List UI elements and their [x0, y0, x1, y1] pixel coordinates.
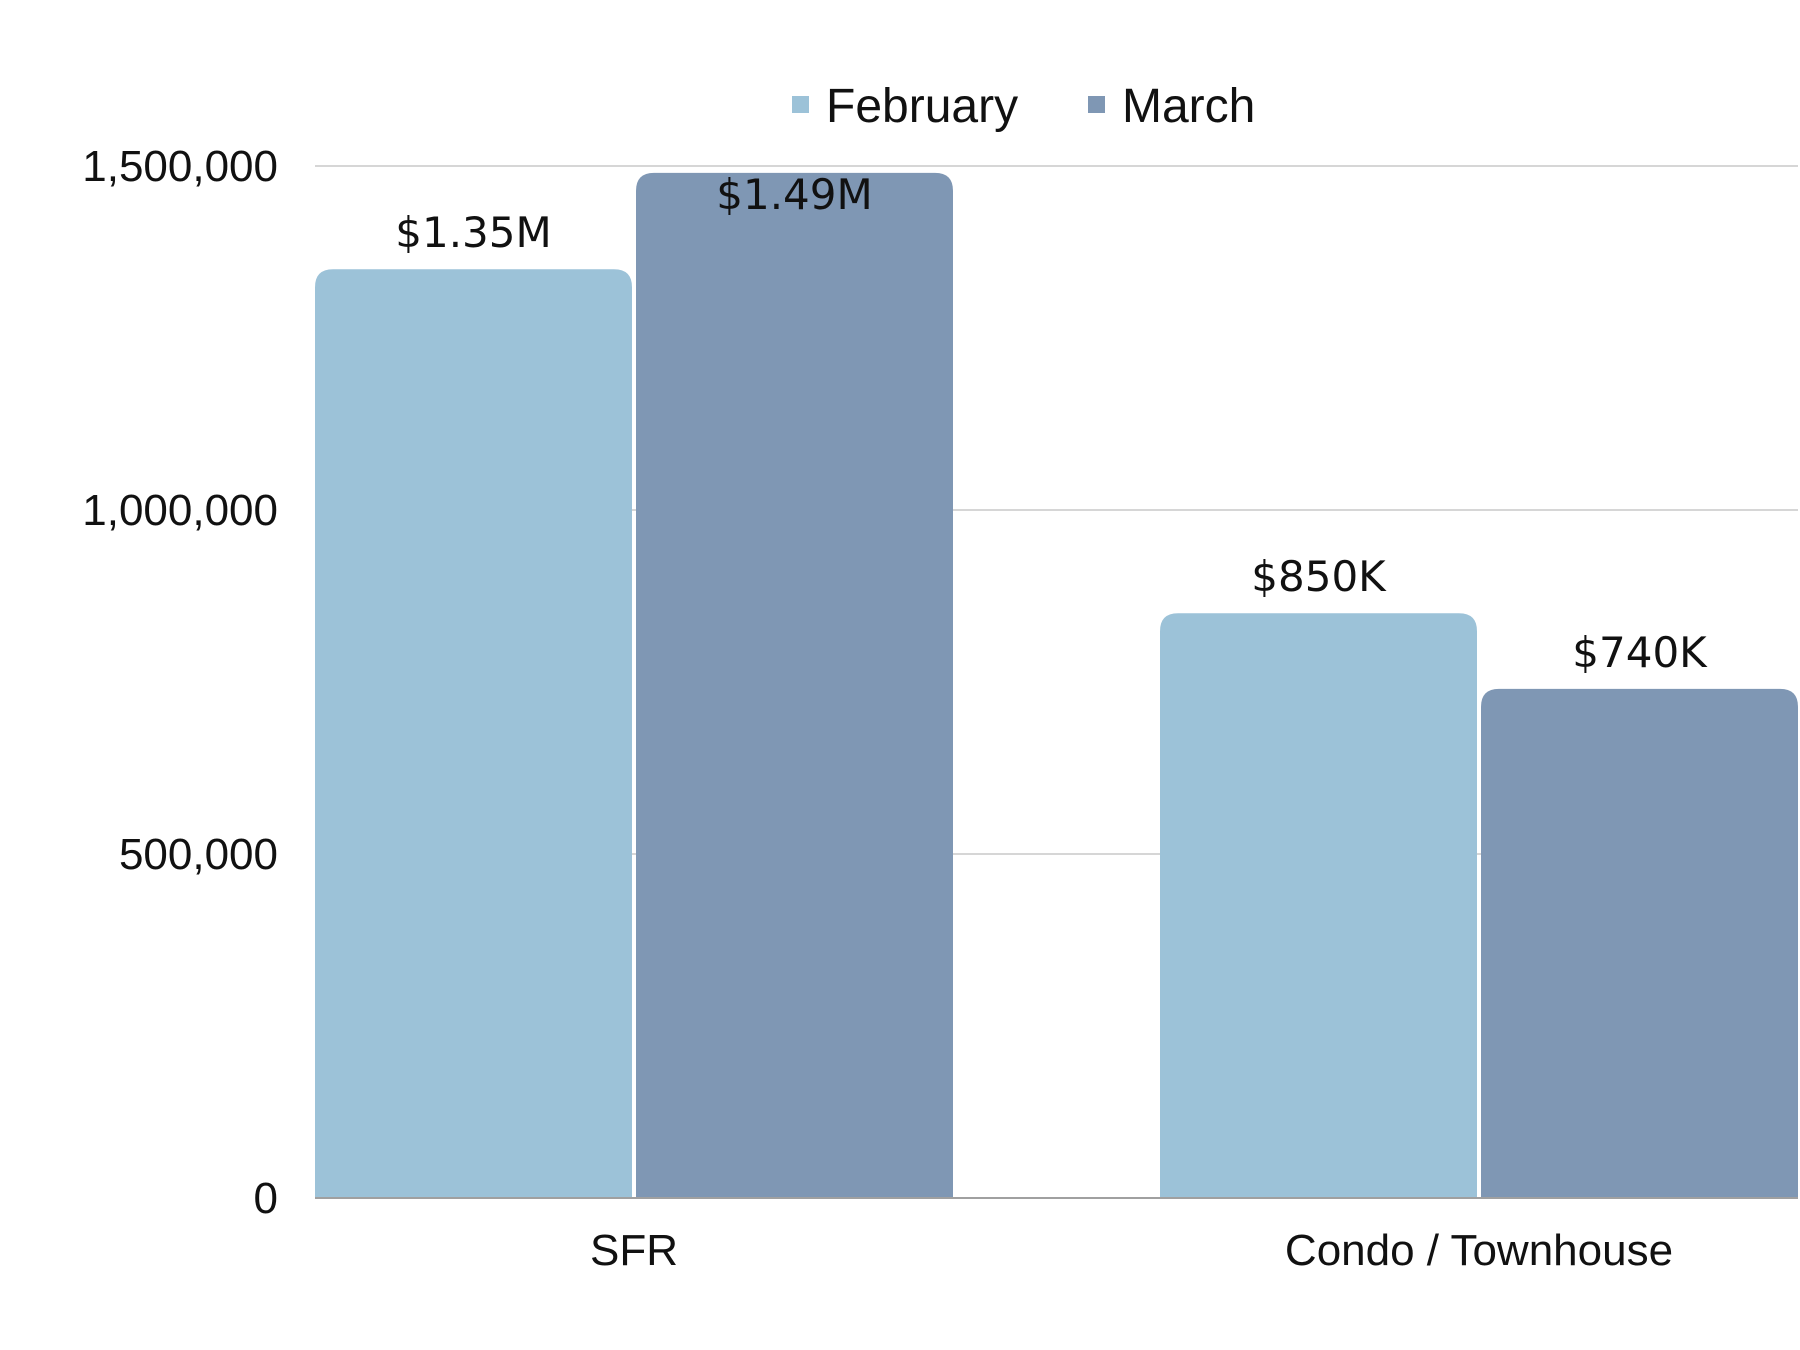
y-tick-label: 1,000,000 — [82, 486, 278, 535]
bar-february-0 — [315, 269, 632, 1198]
y-tick-label: 1,500,000 — [82, 142, 278, 191]
legend-label: February — [826, 80, 1018, 133]
data-label: $1.49M — [716, 170, 872, 219]
legend-swatch-march — [1088, 96, 1105, 113]
x-category-label: SFR — [590, 1226, 678, 1275]
bar-february-1 — [1160, 613, 1477, 1198]
data-label: $1.35M — [395, 208, 551, 257]
y-tick-label: 500,000 — [119, 830, 278, 879]
y-tick-label: 0 — [254, 1174, 278, 1223]
data-label: $740K — [1572, 628, 1708, 677]
legend-label: March — [1122, 80, 1255, 133]
bar-march-1 — [1481, 688, 1798, 1198]
x-category-label: Condo / Townhouse — [1285, 1226, 1673, 1275]
legend-swatch-february — [792, 96, 809, 113]
data-label: $850K — [1251, 552, 1387, 601]
bar-march-0 — [636, 172, 953, 1198]
